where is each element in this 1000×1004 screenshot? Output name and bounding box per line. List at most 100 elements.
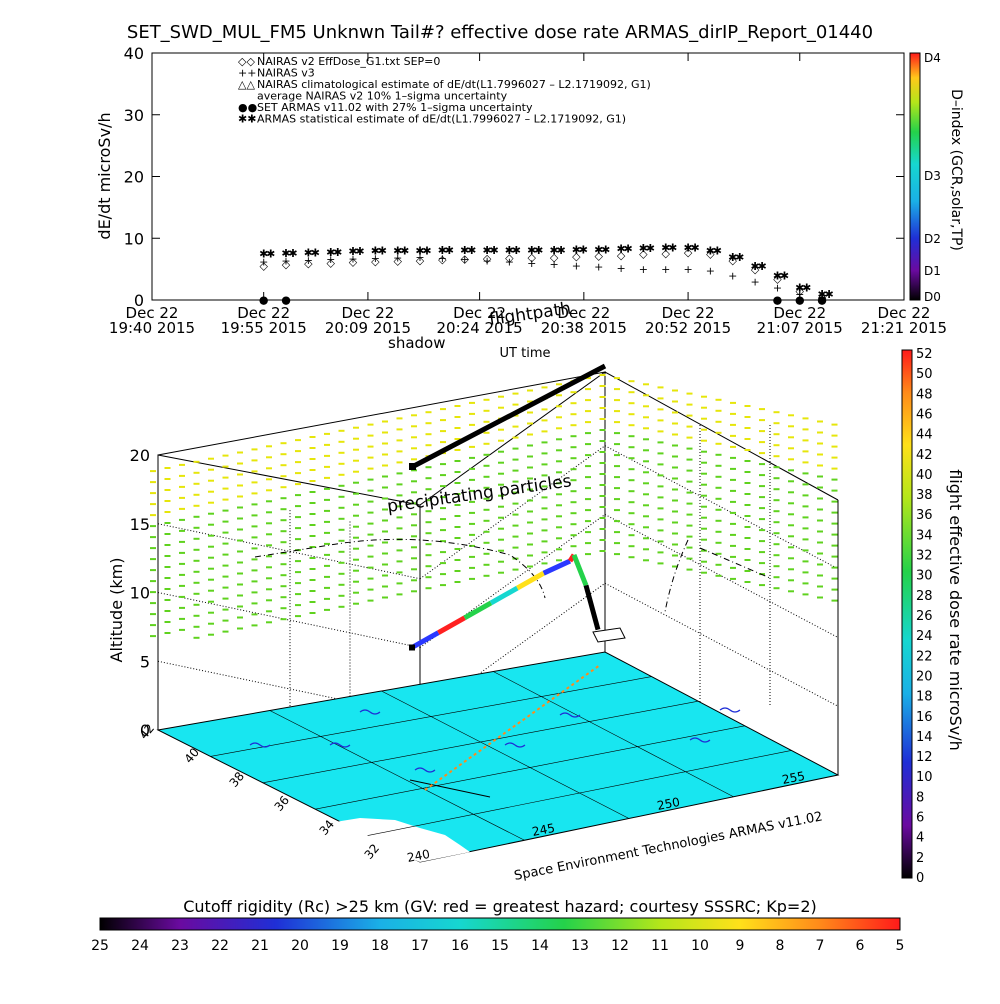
top-x-axis-label: UT time — [500, 346, 551, 361]
data-point: ◇ — [371, 255, 380, 268]
top-flight-path — [409, 363, 607, 470]
right-colorbar-ticks: 0246810121416182022242628303234363840424… — [916, 347, 933, 886]
bottom-colorbar-tick-label: 21 — [251, 938, 269, 954]
data-point: ✱ — [802, 282, 811, 295]
top-x-tick-time: 21:07 2015 — [757, 319, 843, 337]
right-colorbar-tick-label: 20 — [916, 669, 933, 684]
data-point: ✱ — [311, 246, 320, 259]
wall-grid-line — [157, 592, 421, 648]
data-point: ◇ — [773, 272, 782, 285]
right-colorbar-tick-label: 48 — [916, 387, 933, 402]
data-point: ◇ — [617, 249, 626, 262]
legend-entry: ARMAS statistical estimate of dE/dt(L1.7… — [257, 113, 626, 126]
dindex-tick-label: D0 — [924, 290, 941, 304]
map-floor — [156, 651, 840, 863]
data-point: ✱ — [549, 244, 558, 257]
bottom-colorbar-label: Cutoff rigidity (Rc) >25 km (GV: red = g… — [183, 897, 817, 916]
data-point: ✱ — [780, 269, 789, 282]
right-colorbar-tick-label: 28 — [916, 589, 933, 604]
data-point: ✱ — [482, 244, 491, 257]
top-x-tick-date: Dec 22 — [773, 304, 826, 322]
data-point: ◇ — [751, 263, 760, 276]
data-point: ◇ — [505, 251, 514, 264]
right-colorbar-tick-label: 0 — [916, 871, 924, 886]
bottom-colorbar-tick-label: 24 — [131, 938, 149, 954]
top-y-tick-label: 0 — [134, 291, 144, 310]
bottom-colorbar-tick-label: 7 — [816, 938, 825, 954]
legend-symbol: ◇◇ — [238, 55, 255, 68]
top-x-tick-time: 20:38 2015 — [541, 319, 627, 337]
right-colorbar-tick-label: 44 — [916, 428, 933, 443]
data-point: + — [304, 254, 313, 267]
top-x-tick-time: 19:40 2015 — [109, 319, 195, 337]
data-point: ✱ — [445, 244, 454, 257]
top-x-tick-date: Dec 22 — [126, 304, 179, 322]
top-x-tick-date: Dec 22 — [237, 304, 290, 322]
bottom-colorbar-tick-label: 17 — [411, 938, 429, 954]
longitude-tick-label: 245 — [531, 821, 556, 839]
data-point: ◇ — [438, 253, 447, 266]
right-colorbar-tick-label: 6 — [916, 811, 924, 826]
map-landmass-white — [335, 818, 470, 862]
flight-start-marker — [409, 644, 415, 651]
data-point: ✱ — [579, 243, 588, 256]
legend-entry: average NAIRAS v2 10% 1–sigma uncertaint… — [257, 90, 508, 103]
legend-entry: NAIRAS v3 — [257, 67, 315, 80]
bottom-colorbar-tick-label: 18 — [371, 938, 389, 954]
bottom-colorbar-tick-label: 6 — [856, 938, 865, 954]
bottom-colorbar-tick-label: 15 — [491, 938, 509, 954]
data-point: + — [415, 251, 424, 264]
bottom-colorbar-tick-label: 9 — [736, 938, 745, 954]
data-point: ✱ — [505, 244, 514, 257]
flight-path — [409, 553, 601, 651]
data-point: ✱ — [616, 243, 625, 256]
data-point: ◇ — [594, 250, 603, 263]
data-point: + — [281, 254, 290, 267]
map-grid-line — [269, 710, 525, 841]
data-point: ✱ — [824, 288, 833, 301]
altitude-axis-label: Altitude (km) — [107, 558, 126, 663]
bottom-colorbar — [99, 917, 901, 931]
data-point: ✱ — [489, 244, 498, 257]
flight-shadow — [254, 538, 771, 791]
altitude-tick-label: 0 — [140, 721, 150, 740]
right-colorbar-tick-label: 4 — [916, 831, 924, 846]
data-point: ◇ — [326, 256, 335, 269]
data-point: ✱ — [304, 246, 313, 259]
data-point: ◇ — [684, 246, 693, 259]
flight-segment — [463, 600, 493, 620]
top-x-tick-time: 20:24 2015 — [437, 319, 523, 337]
wall-grid-line — [419, 445, 606, 580]
map-contour — [559, 712, 581, 718]
data-point: + — [773, 282, 782, 295]
data-point: ✱ — [415, 245, 424, 258]
dindex-tick-label: D4 — [924, 51, 941, 65]
map-contour — [359, 709, 381, 715]
data-point: ✱ — [527, 244, 536, 257]
right-colorbar-tick-label: 36 — [916, 508, 933, 523]
right-colorbar-label: flight effective dose rate microSv/h — [946, 469, 965, 751]
right-colorbar-tick-label: 14 — [916, 730, 933, 745]
data-point: ● — [795, 293, 805, 306]
data-point: ✱ — [400, 245, 409, 258]
bottom-colorbar-ticks: 25 24 23 22 21 20 19 18 17 16 15 14 13 12 11 10 9 8 7 6 5 — [91, 938, 904, 954]
flight-segment — [542, 558, 572, 576]
data-point: ✱ — [378, 245, 387, 258]
right-colorbar-tick-label: 30 — [916, 569, 933, 584]
data-point: + — [371, 252, 380, 265]
top-x-tick-date: Dec 22 — [453, 304, 506, 322]
map-grid — [210, 671, 792, 841]
annotation-precipitating-particles: precipitating particles — [386, 471, 573, 517]
altitude-tick-label: 15 — [130, 515, 150, 534]
right-colorbar-tick-label: 38 — [916, 488, 933, 503]
top-x-tick-date: Dec 22 — [662, 304, 715, 322]
bottom-colorbar-tick-label: 5 — [896, 938, 905, 954]
right-colorbar-group: 0246810121416182022242628303234363840424… — [901, 347, 965, 886]
data-point: ✱ — [460, 244, 469, 257]
wall-grid-line — [419, 514, 606, 648]
right-colorbar-tick-label: 32 — [916, 549, 933, 564]
data-point: + — [817, 291, 826, 304]
data-point: + — [750, 275, 759, 288]
annotation-shadow: shadow — [388, 334, 445, 352]
top-x-tick-time: 21:21 2015 — [861, 319, 947, 337]
